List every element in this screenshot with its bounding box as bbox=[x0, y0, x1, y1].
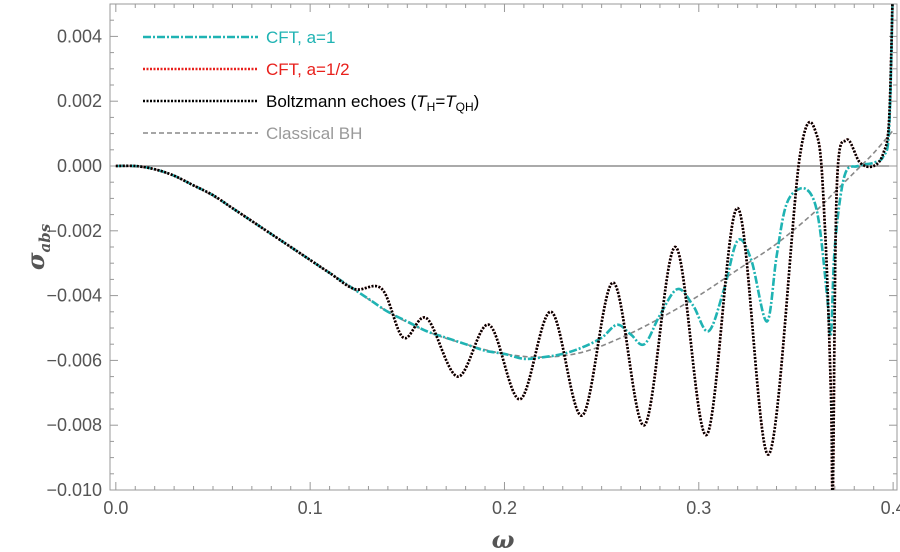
y-tick-label: −0.004 bbox=[46, 286, 102, 306]
series-line-classical-bh bbox=[115, 129, 894, 358]
x-tick-label: 0.4 bbox=[881, 498, 900, 518]
legend-label-classical-bh: Classical BH bbox=[266, 124, 362, 143]
y-tick-label: 0.000 bbox=[57, 156, 102, 176]
y-tick-label: 0.002 bbox=[57, 91, 102, 111]
legend-label-cft-a1: CFT, a=1 bbox=[266, 28, 335, 47]
series-line-boltzmann bbox=[115, 4, 894, 490]
legend: CFT, a=1 CFT, a=1/2 Boltzmann echoes (TH… bbox=[143, 28, 479, 143]
legend-boltzmann-equals: = bbox=[435, 92, 445, 111]
x-axis: 0.0 0.1 0.2 0.3 0.4 bbox=[103, 4, 900, 518]
y-tick-label: −0.002 bbox=[46, 221, 102, 241]
y-tick-label: −0.010 bbox=[46, 480, 102, 500]
y-axis-title-subscript: abs bbox=[36, 223, 54, 252]
y-tick-label: −0.008 bbox=[46, 415, 102, 435]
legend-boltzmann-t-qh: T bbox=[445, 92, 457, 111]
legend-label-cft-a-half: CFT, a=1/2 bbox=[266, 60, 350, 79]
x-tick-label: 0.3 bbox=[686, 498, 711, 518]
series-line-cft-a1 bbox=[115, 4, 894, 361]
legend-boltzmann-sub-h: H bbox=[427, 100, 436, 114]
y-tick-label: 0.004 bbox=[57, 26, 102, 46]
y-axis-title-symbol: σ bbox=[21, 252, 50, 270]
legend-boltzmann-close: ) bbox=[474, 92, 480, 111]
legend-boltzmann-sub-qh: QH bbox=[456, 100, 474, 114]
x-tick-label: 0.0 bbox=[103, 498, 128, 518]
legend-label-boltzmann: Boltzmann echoes (TH=TQH) bbox=[266, 92, 479, 114]
legend-boltzmann-t-h: T bbox=[416, 92, 428, 111]
y-axis-title: σabs bbox=[21, 223, 54, 270]
series-layer bbox=[115, 4, 894, 490]
x-tick-label: 0.2 bbox=[492, 498, 517, 518]
x-tick-label: 0.1 bbox=[298, 498, 323, 518]
legend-boltzmann-part-a: Boltzmann echoes ( bbox=[266, 92, 417, 111]
x-axis-title: ω bbox=[492, 525, 515, 552]
y-axis: 0.004 0.002 0.000 −0.002 −0.004 −0.006 −0.008 −… bbox=[46, 3, 897, 500]
y-tick-label: −0.006 bbox=[46, 350, 102, 370]
